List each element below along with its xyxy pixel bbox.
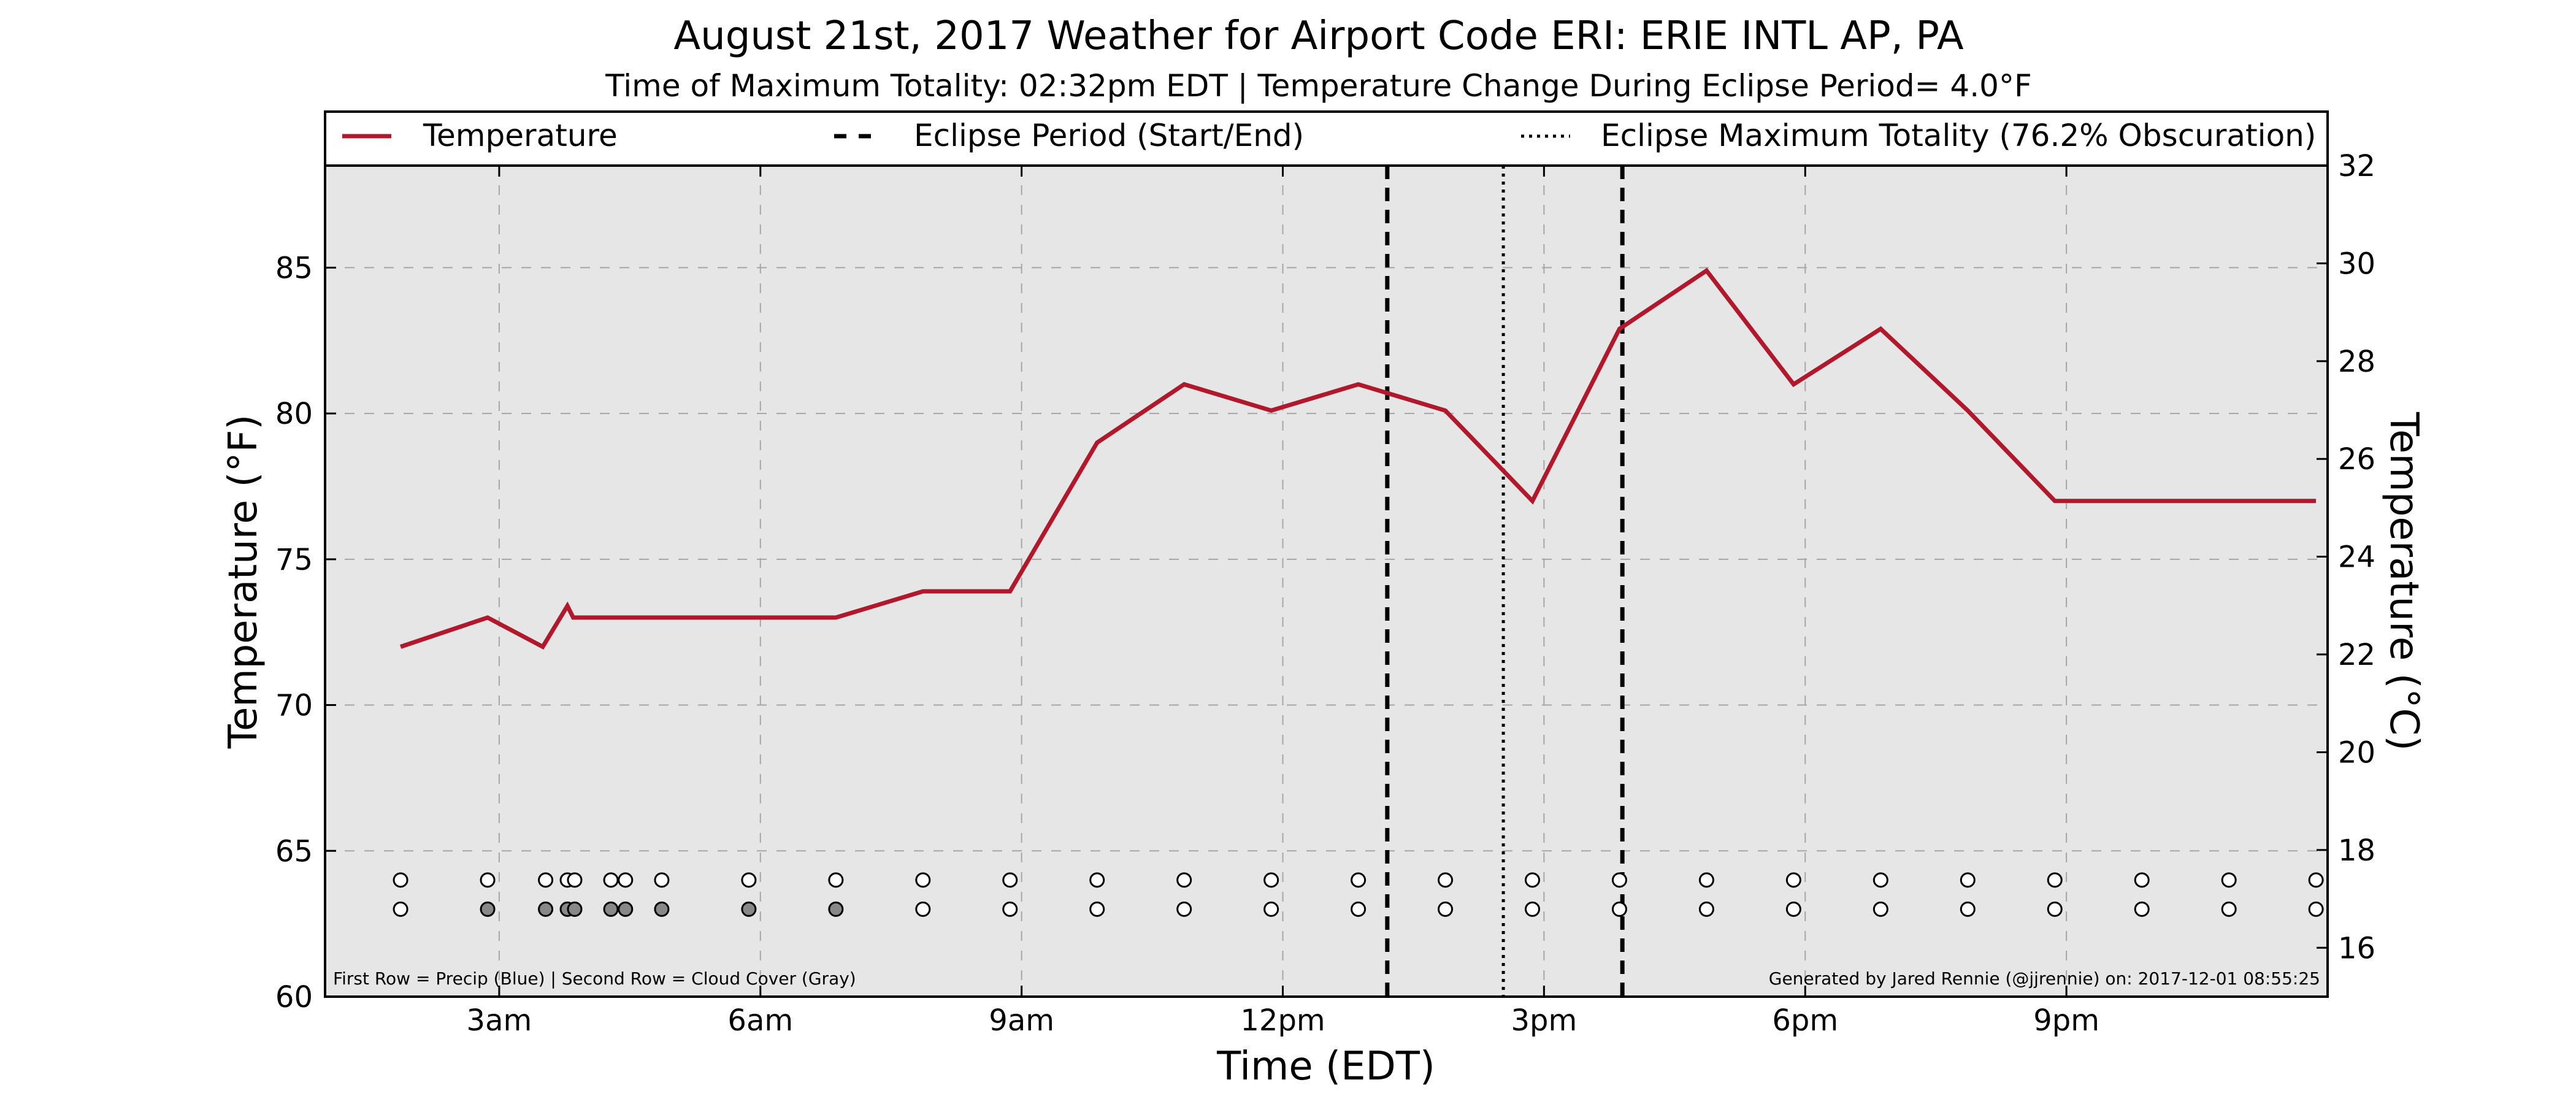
- cloud-cover-marker: [480, 901, 496, 917]
- cloud-cover-marker: [1785, 901, 1801, 917]
- cloud-cover-marker: [567, 901, 583, 917]
- y-right-tick-label: 24: [2338, 540, 2375, 575]
- cloud-cover-marker: [1960, 901, 1976, 917]
- y-tick-label: 70: [275, 689, 313, 723]
- precip-marker: [2308, 872, 2324, 888]
- cloud-cover-marker: [618, 901, 634, 917]
- precip-marker: [1438, 872, 1454, 888]
- x-tick-label: 6pm: [1772, 1003, 1838, 1038]
- cloud-cover-marker: [2308, 901, 2324, 917]
- series-line-temperature: [399, 267, 2317, 650]
- y-right-tick-label: 18: [2338, 834, 2375, 868]
- precip-marker: [654, 872, 670, 888]
- x-ticks: 3am 6am 9am 12pm 3pm 6pm 9pm: [467, 166, 2099, 1038]
- cloud-cover-marker: [1611, 901, 1627, 917]
- y-tick-label: 60: [275, 980, 313, 1014]
- precip-marker: [1873, 872, 1888, 888]
- x-axis-label: Time (EDT): [1216, 1044, 1435, 1089]
- precip-marker: [1176, 872, 1192, 888]
- x-tick-label: 9pm: [2033, 1003, 2099, 1038]
- cloud-cover-marker: [2221, 901, 2237, 917]
- y-right-tick-label: 20: [2338, 735, 2375, 770]
- cloud-cover-marker: [1698, 901, 1714, 917]
- precip-marker: [1089, 872, 1105, 888]
- legend-temperature-label: Temperature: [423, 118, 618, 153]
- y-tick-label: 75: [275, 543, 313, 577]
- y-right-tick-label: 32: [2338, 149, 2375, 183]
- eclipse-markers: [1385, 166, 1625, 997]
- cloud-cover-marker: [2134, 901, 2150, 917]
- cloud-cover-marker: [2047, 901, 2063, 917]
- cloud-cover-marker: [1438, 901, 1454, 917]
- cloud-cover-marker: [915, 901, 931, 917]
- precip-marker: [915, 872, 931, 888]
- x-tick-label: 12pm: [1240, 1003, 1325, 1038]
- y-axis-label: Temperature (°F): [221, 415, 266, 749]
- footnote-rows: First Row = Precip (Blue) | Second Row =…: [333, 968, 856, 989]
- marker-rows: [393, 872, 2324, 917]
- precip-marker: [2221, 872, 2237, 888]
- cloud-cover-marker: [1176, 901, 1192, 917]
- precip-marker: [1611, 872, 1627, 888]
- legend: Temperature Eclipse Period (Start/End) E…: [342, 118, 2316, 153]
- legend-eclipse-period-label: Eclipse Period (Start/End): [914, 118, 1304, 153]
- legend-box: [324, 110, 2329, 167]
- precip-marker: [567, 872, 583, 888]
- precip-marker: [1698, 872, 1714, 888]
- precip-marker: [2047, 872, 2063, 888]
- cloud-cover-marker: [1525, 901, 1541, 917]
- x-tick-label: 6am: [727, 1003, 793, 1038]
- y-ticks-left: 60 65 70 75 80 85: [275, 251, 336, 1014]
- y-tick-label: 80: [275, 397, 313, 431]
- chart-title: August 21st, 2017 Weather for Airport Co…: [673, 13, 1964, 59]
- precip-marker: [1263, 872, 1279, 888]
- precip-marker: [618, 872, 634, 888]
- precip-marker: [480, 872, 496, 888]
- precip-marker: [1960, 872, 1976, 888]
- x-tick-label: 3am: [467, 1003, 532, 1038]
- cloud-cover-marker: [1089, 901, 1105, 917]
- precip-marker: [393, 872, 408, 888]
- x-tick-label: 9am: [989, 1003, 1054, 1038]
- y-right-tick-label: 16: [2338, 931, 2375, 965]
- grid: [325, 166, 2328, 997]
- precip-marker: [2134, 872, 2150, 888]
- series-layer: [399, 267, 2317, 650]
- precip-marker: [828, 872, 844, 888]
- cloud-cover-marker: [828, 901, 844, 917]
- y-axis-label-right: Temperature (°C): [2381, 412, 2426, 751]
- cloud-cover-marker: [1263, 901, 1279, 917]
- precip-marker: [741, 872, 757, 888]
- x-tick-label: 3pm: [1511, 1003, 1577, 1038]
- precip-marker: [1525, 872, 1541, 888]
- cloud-cover-marker: [538, 901, 554, 917]
- footnote-generated: Generated by Jared Rennie (@jjrennie) on…: [1769, 968, 2320, 989]
- cloud-cover-marker: [393, 901, 408, 917]
- precip-marker: [1002, 872, 1018, 888]
- precip-marker: [1351, 872, 1367, 888]
- precip-marker: [538, 872, 554, 888]
- y-right-tick-label: 22: [2338, 638, 2375, 672]
- plot-frame: [324, 164, 2329, 998]
- chart-subtitle: Time of Maximum Totality: 02:32pm EDT | …: [605, 68, 2031, 104]
- y-tick-label: 65: [275, 834, 313, 868]
- cloud-cover-marker: [1351, 901, 1367, 917]
- plot-area: [325, 166, 2328, 997]
- cloud-cover-marker: [1873, 901, 1888, 917]
- cloud-cover-marker: [1002, 901, 1018, 917]
- y-right-tick-label: 26: [2338, 442, 2375, 477]
- precip-marker: [603, 872, 619, 888]
- y-ticks-right: 16 18 20 22 24 26 28 30 32: [2317, 149, 2375, 965]
- cloud-cover-marker: [603, 901, 619, 917]
- y-right-tick-label: 28: [2338, 345, 2375, 379]
- legend-eclipse-max-label: Eclipse Maximum Totality (76.2% Obscurat…: [1601, 118, 2316, 153]
- cloud-cover-marker: [654, 901, 670, 917]
- y-tick-label: 85: [275, 251, 313, 285]
- cloud-cover-marker: [741, 901, 757, 917]
- y-right-tick-label: 30: [2338, 247, 2375, 281]
- precip-marker: [1785, 872, 1801, 888]
